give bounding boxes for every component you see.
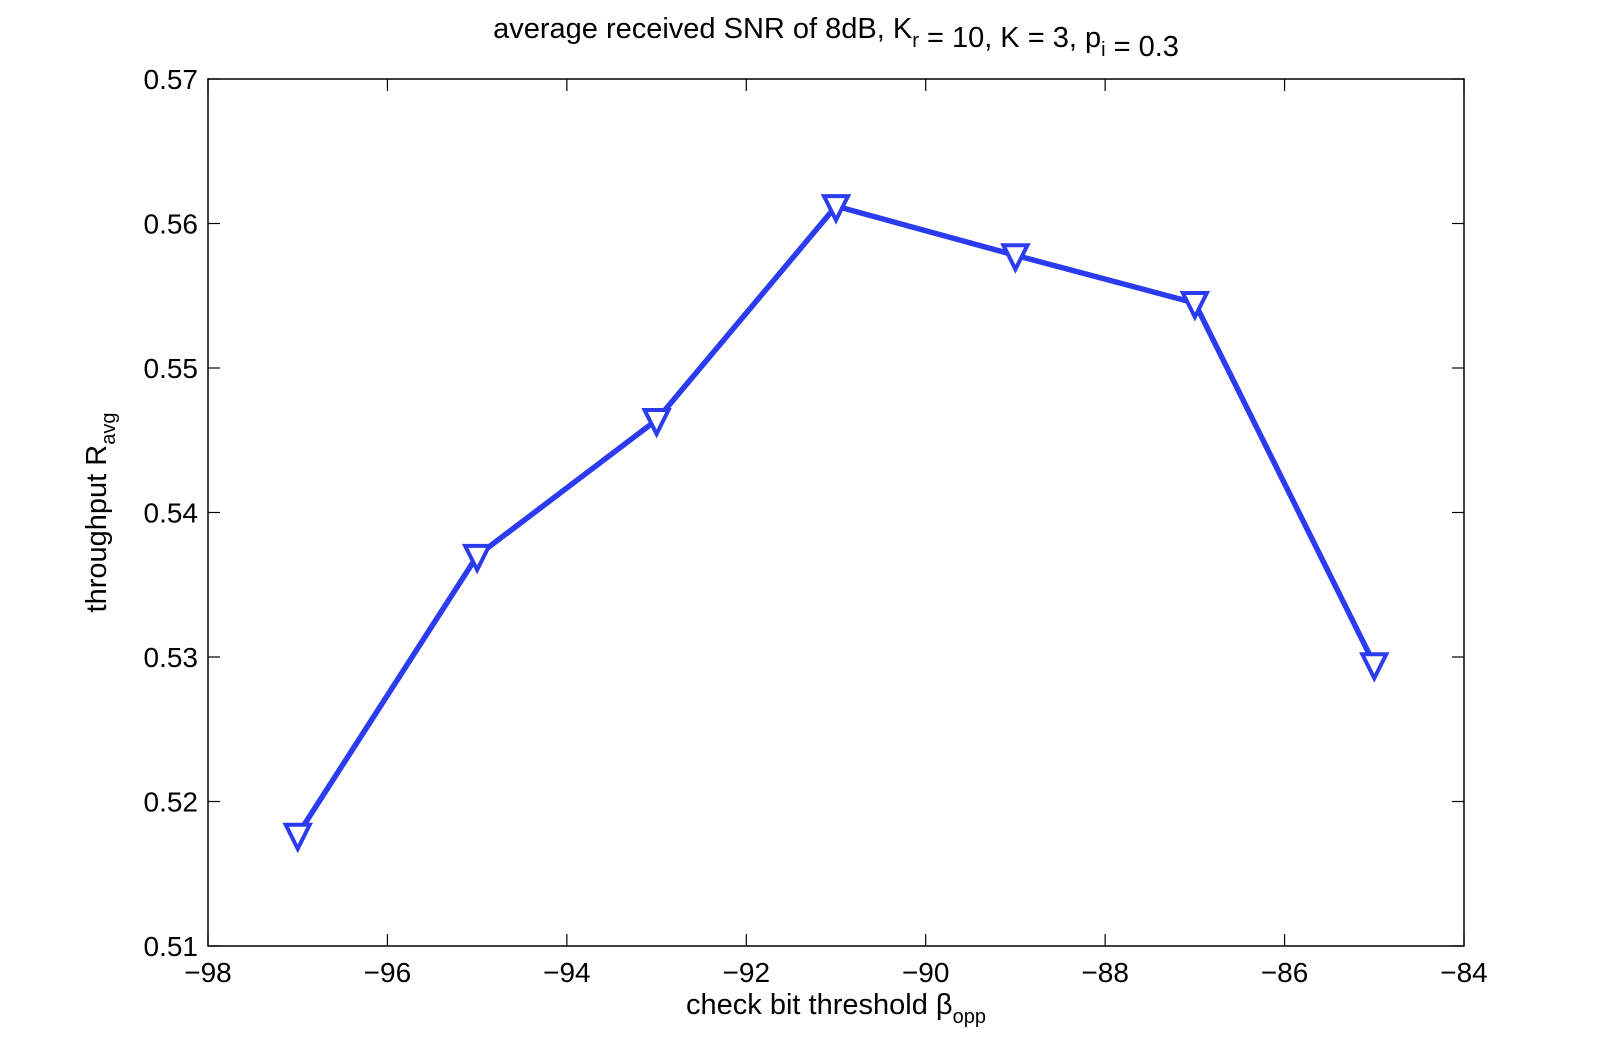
x-tick-label: −88 bbox=[1081, 957, 1129, 988]
data-point-marker bbox=[282, 822, 313, 854]
y-tick-label: 0.56 bbox=[144, 209, 199, 240]
y-tick-label: 0.52 bbox=[144, 787, 199, 818]
y-tick-label: 0.53 bbox=[144, 642, 199, 673]
y-tick-label: 0.57 bbox=[144, 64, 199, 95]
y-tick-label: 0.54 bbox=[144, 498, 199, 529]
y-tick-label: 0.55 bbox=[144, 353, 199, 384]
x-tick-label: −98 bbox=[184, 957, 232, 988]
x-tick-label: −86 bbox=[1261, 957, 1309, 988]
data-point-marker bbox=[1359, 652, 1390, 683]
x-axis-label: check bit threshold βopp bbox=[686, 989, 986, 1028]
y-axis-label: throughput Ravg bbox=[81, 413, 120, 613]
data-point-marker bbox=[641, 408, 672, 439]
tick-labels: −98 −96 −94 −92 −90 −88 −86 −84 0.51 0.52 0.53 0.54… bbox=[144, 64, 1488, 988]
x-tick-label: −90 bbox=[902, 957, 950, 988]
data-point-marker bbox=[820, 194, 852, 225]
x-tick-label: −94 bbox=[543, 957, 591, 988]
x-tick-label: −92 bbox=[723, 957, 771, 988]
data-point-marker bbox=[461, 543, 493, 575]
data-point-marker bbox=[1000, 243, 1031, 274]
chart-title: average received SNR of 8dB, Kr = 10, K … bbox=[493, 13, 1179, 63]
plot-area-frame bbox=[207, 78, 1465, 947]
x-tick-label: −84 bbox=[1440, 957, 1488, 988]
x-tick-label: −96 bbox=[364, 957, 412, 988]
y-tick-label: 0.51 bbox=[144, 931, 199, 962]
series-layer bbox=[282, 194, 1390, 854]
data-point-marker bbox=[1179, 290, 1211, 322]
